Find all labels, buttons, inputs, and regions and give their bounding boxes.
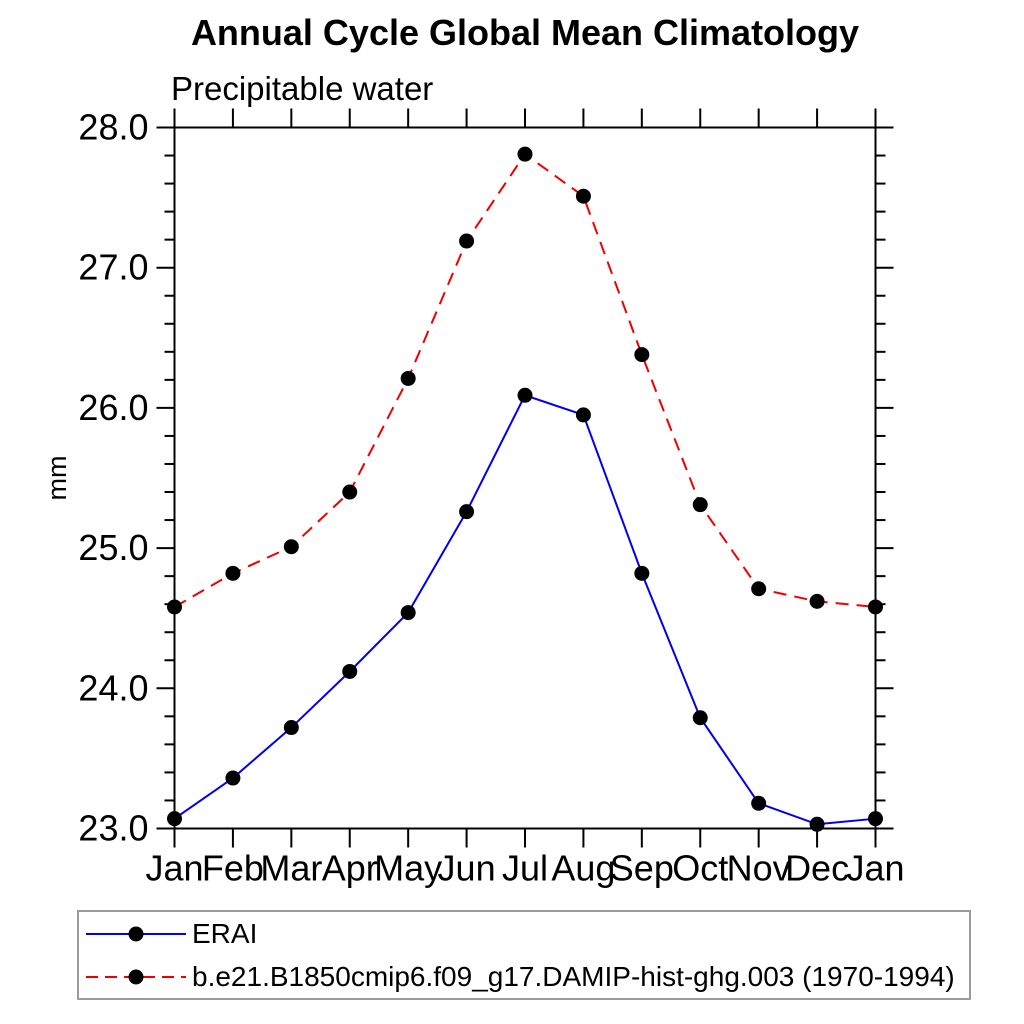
y-tick-label: 26.0 bbox=[78, 387, 148, 428]
ghg-data-point bbox=[459, 233, 475, 249]
legend-label-ghg: b.e21.B1850cmip6.f09_g17.DAMIP-hist-ghg.… bbox=[192, 960, 955, 992]
erai-data-point bbox=[809, 816, 825, 832]
x-tick-label: Nov bbox=[727, 848, 791, 889]
erai-data-point bbox=[634, 565, 650, 581]
erai-data-point bbox=[342, 663, 358, 679]
ghg-data-point bbox=[868, 599, 883, 615]
ghg-data-point bbox=[692, 497, 708, 513]
x-tick-label: Jan bbox=[846, 848, 904, 889]
ghg-data-point bbox=[575, 188, 591, 204]
erai-data-point bbox=[692, 710, 708, 726]
ghg-data-point bbox=[634, 347, 650, 363]
erai-line-sample-icon bbox=[86, 926, 186, 941]
y-tick-label: 27.0 bbox=[78, 247, 148, 288]
erai-data-point bbox=[225, 770, 241, 786]
plot-frame bbox=[173, 126, 877, 830]
ghg-data-point bbox=[342, 484, 358, 500]
ghg-data-point bbox=[517, 146, 533, 162]
ghg-series-line bbox=[174, 152, 876, 608]
chart-subtitle: Precipitable water bbox=[171, 70, 434, 107]
legend-item-ghg: b.e21.B1850cmip6.f09_g17.DAMIP-hist-ghg.… bbox=[79, 957, 969, 997]
ghg-data-point bbox=[167, 599, 182, 615]
erai-data-point bbox=[517, 387, 533, 403]
chart-title: Annual Cycle Global Mean Climatology bbox=[190, 12, 860, 53]
ghg-data-point bbox=[283, 539, 299, 555]
erai-data-point bbox=[868, 811, 883, 827]
erai-data-point bbox=[459, 504, 475, 520]
y-tick-label: 28.0 bbox=[78, 107, 148, 148]
x-tick-label: Jan bbox=[145, 848, 203, 889]
y-tick-label: 23.0 bbox=[78, 808, 148, 849]
x-tick-label: Apr bbox=[322, 848, 378, 889]
ghg-data-point bbox=[751, 581, 767, 597]
x-tick-label: May bbox=[374, 848, 442, 889]
ghg-line-sample-icon bbox=[86, 969, 186, 984]
x-tick-label: Oct bbox=[672, 848, 728, 889]
legend-item-erai: ERAI bbox=[79, 914, 969, 954]
ghg-data-point bbox=[225, 565, 241, 581]
legend: ERAI b.e21.B1850cmip6.f09_g17.DAMIP-hist… bbox=[77, 910, 971, 1000]
x-tick-label: Mar bbox=[260, 848, 322, 889]
erai-data-point bbox=[167, 811, 182, 827]
y-axis-title: mm bbox=[42, 456, 72, 501]
ghg-data-point bbox=[400, 370, 416, 386]
erai-data-point bbox=[575, 407, 591, 423]
erai-series-line bbox=[173, 394, 876, 826]
erai-data-point bbox=[400, 605, 416, 621]
x-tick-label: Jul bbox=[502, 848, 548, 889]
x-tick-label: Dec bbox=[785, 848, 849, 889]
y-tick-label: 24.0 bbox=[78, 667, 148, 708]
x-tick-label: Aug bbox=[551, 848, 615, 889]
erai-data-point bbox=[751, 795, 767, 811]
x-tick-label: Sep bbox=[610, 848, 674, 889]
legend-label-erai: ERAI bbox=[192, 917, 258, 949]
erai-data-point bbox=[283, 720, 299, 736]
x-tick-label: Feb bbox=[202, 848, 264, 889]
x-tick-label: Jun bbox=[438, 848, 496, 889]
y-tick-label: 25.0 bbox=[78, 527, 148, 568]
ghg-data-point bbox=[809, 593, 825, 609]
